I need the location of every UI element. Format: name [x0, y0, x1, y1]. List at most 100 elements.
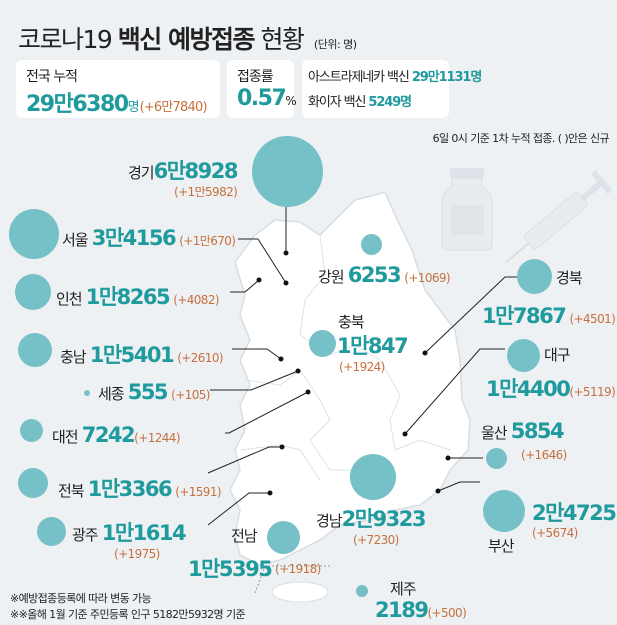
base-note: 6일 0시 기준 1차 누적 접종. ( )안은 신규 — [432, 132, 610, 145]
region-new: (+1244) — [134, 431, 180, 445]
region-busan-value: 2만4725 — [532, 501, 617, 525]
region-jeonnam-value: 1만5395 — [188, 557, 273, 581]
region-incheon: 인천 1만8265 (+4082) — [56, 281, 220, 311]
region-value: 6만8928 — [153, 159, 239, 183]
region-chungnam: 충남 1만5401 (+2610) — [60, 339, 224, 369]
bubble-sejong — [84, 390, 90, 396]
vaccine-vial-icon — [441, 168, 493, 251]
total-label: 전국 누적 — [26, 69, 78, 85]
region-gyeongnam-new: (+7230) — [353, 533, 399, 547]
bubble-gwangju — [37, 517, 66, 546]
pfizer-row: 화이자 백신 5249명 — [308, 91, 412, 110]
bubble-chungnam — [18, 333, 52, 367]
rate-unit: % — [285, 94, 297, 108]
region-gwangju: 광주 1만1614 — [72, 517, 187, 547]
bubble-gyeongnam — [350, 454, 396, 500]
page-title: 코로나19 백신 예방접종 현황 (단위: 명) — [18, 20, 357, 56]
bubble-gangwon — [361, 234, 382, 255]
region-new: (+4501) — [569, 312, 616, 326]
region-value: 1만8265 — [85, 285, 171, 309]
region-value: 1만4400 — [486, 377, 571, 401]
rate-label: 접종률 — [237, 69, 274, 85]
region-seoul: 서울 3만4156 (+1만670) — [62, 222, 236, 252]
region-jeonnam-name: 전남 — [231, 527, 258, 545]
astrazeneca-value: 29만1131명 — [411, 70, 483, 85]
region-name: 세종 — [98, 385, 125, 403]
region-gyeonggi-new: (+1만5982) — [174, 185, 238, 199]
bubble-busan — [483, 490, 525, 532]
bubble-daegu — [507, 339, 540, 372]
rate-value-row: 0.57% — [237, 86, 297, 111]
region-name: 경남 — [316, 512, 343, 530]
region-jeonnam-new: (+1918) — [275, 562, 321, 576]
vaccine-box: 아스트라제네카 백신 29만1131명 화이자 백신 5249명 — [302, 60, 482, 118]
region-name: 경기 — [128, 164, 155, 182]
bubble-gyeongbuk — [517, 259, 552, 294]
region-jeonbuk: 전북 1만3366 (+1591) — [58, 473, 222, 503]
bubble-jeonnam — [267, 521, 300, 554]
region-gyeonggi: 경기6만8928 — [128, 155, 239, 185]
region-value: 7242 — [81, 423, 136, 447]
bubble-gyeonggi — [252, 136, 323, 207]
region-new: (+1069) — [404, 271, 451, 285]
total-box: 전국 누적 29만6380명(+6만7840) — [16, 60, 220, 118]
region-name: 서울 — [62, 231, 89, 249]
region-new: (+105) — [171, 388, 210, 402]
region-ulsan-new: (+1646) — [521, 448, 567, 462]
region-new: (+500) — [427, 606, 467, 620]
title-bold: 백신 예방접종 — [117, 25, 256, 54]
region-gangwon: 강원 6253 (+1069) — [318, 263, 451, 287]
region-name: 대전 — [52, 428, 79, 446]
region-name: 광주 — [72, 526, 99, 544]
region-value: 2189 — [375, 598, 429, 622]
title-suffix: 현황 — [260, 25, 305, 54]
bubble-seoul — [9, 209, 59, 259]
bubble-daejeon — [20, 419, 43, 442]
region-value: 3만4156 — [91, 226, 177, 250]
bubble-jeju — [356, 585, 368, 597]
region-jeju-name: 제주 — [390, 580, 417, 598]
region-new: (+5119) — [569, 385, 616, 399]
total-unit: 명 — [127, 100, 140, 115]
region-gyeongbuk-name: 경북 — [556, 269, 583, 287]
total-value: 29만6380 — [26, 92, 129, 117]
region-value: 1만3366 — [87, 477, 173, 501]
region-name: 인천 — [56, 290, 83, 308]
region-new: (+1591) — [175, 485, 221, 499]
region-value: 2만9323 — [341, 507, 427, 531]
region-new: (+2610) — [177, 351, 223, 365]
region-name: 전북 — [58, 482, 85, 500]
region-busan-new: (+5674) — [532, 526, 578, 540]
title-prefix: 코로나19 — [18, 25, 113, 54]
bubble-chungbuk — [309, 330, 336, 357]
region-gwangju-new: (+1975) — [114, 547, 160, 561]
pfizer-label: 화이자 백신 — [308, 95, 366, 110]
unit-label: (단위: 명) — [313, 38, 357, 51]
region-daegu: 1만4400(+5119) — [486, 373, 616, 403]
bubble-incheon — [15, 274, 51, 310]
region-gyeongbuk: 1만7867 (+4501) — [482, 300, 616, 330]
footnote-1: ※예방접종등록에 따라 변동 가능 — [10, 592, 152, 605]
region-value: 5854 — [510, 419, 565, 443]
region-jeju: 2189(+500) — [375, 598, 467, 622]
region-chungbuk-name: 충북 — [338, 313, 365, 331]
region-name: 충남 — [60, 348, 87, 366]
region-new: (+1만670) — [179, 234, 236, 248]
region-daegu-name: 대구 — [544, 346, 571, 364]
region-sejong: 세종 555 (+105) — [98, 380, 210, 404]
astrazeneca-label: 아스트라제네카 백신 — [308, 70, 410, 85]
bubble-ulsan — [486, 448, 507, 469]
pfizer-value: 5249명 — [368, 95, 412, 110]
syringe-icon — [505, 170, 613, 264]
region-daejeon: 대전 7242(+1244) — [52, 423, 181, 447]
footnote-2: ※※올해 1월 기준 주민등록 인구 5182만5932명 기준 — [10, 608, 246, 621]
region-value: 1만7867 — [482, 304, 567, 328]
region-ulsan: 울산 5854 — [481, 419, 565, 443]
astrazeneca-row: 아스트라제네카 백신 29만1131명 — [308, 66, 483, 85]
region-value: 1만1614 — [101, 521, 187, 545]
region-name: 울산 — [481, 424, 508, 442]
region-chungbuk-new: (+1924) — [339, 360, 385, 374]
region-chungbuk-value: 1만847 — [337, 334, 409, 358]
total-new: (+6만7840) — [139, 100, 208, 115]
